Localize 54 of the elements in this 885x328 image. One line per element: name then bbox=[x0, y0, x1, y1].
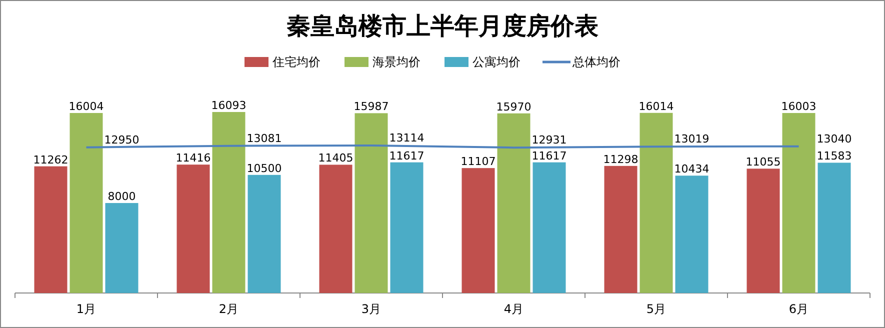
bar bbox=[532, 162, 566, 293]
bar bbox=[782, 113, 816, 293]
data-label: 11583 bbox=[816, 150, 852, 163]
x-tick-label: 4月 bbox=[504, 302, 524, 316]
bar bbox=[319, 164, 352, 293]
data-label: 16014 bbox=[638, 100, 674, 113]
data-label: 15987 bbox=[354, 100, 389, 114]
plot: 1月 2月 3月 4月 5月 6月 11262 11416 11405 11107 11298 11055 16004 16093 15987 15970 16014 16003 8000 10500 11617 11617 10434 11583 12950 13081 13114 12931 13019 13040 bbox=[14, 99, 870, 316]
legend-label: 总体均价 bbox=[572, 55, 620, 69]
data-label: 16093 bbox=[211, 99, 246, 112]
data-label: 10500 bbox=[246, 162, 282, 175]
x-tick-label: 2月 bbox=[218, 302, 239, 316]
data-label: 16004 bbox=[68, 100, 104, 113]
x-tick-label: 5月 bbox=[646, 302, 666, 316]
bar bbox=[746, 168, 780, 293]
bar bbox=[70, 113, 103, 293]
data-label: 11262 bbox=[33, 153, 68, 166]
data-label: 13081 bbox=[246, 132, 282, 145]
data-label: 13040 bbox=[816, 132, 852, 146]
bar bbox=[818, 162, 851, 293]
data-label: 10434 bbox=[674, 162, 710, 176]
bar bbox=[390, 162, 424, 293]
x-tick-label: 3月 bbox=[361, 302, 382, 316]
data-label: 8000 bbox=[108, 190, 136, 204]
data-label: 11617 bbox=[389, 149, 424, 162]
data-label: 11298 bbox=[603, 152, 638, 166]
bar bbox=[34, 166, 68, 293]
data-label: 11416 bbox=[176, 152, 211, 165]
data-label: 12931 bbox=[532, 134, 567, 147]
data-label: 11617 bbox=[532, 149, 567, 162]
x-tick-label: 6月 bbox=[788, 302, 809, 316]
legend-label: 海景均价 bbox=[372, 55, 420, 69]
data-label: 15970 bbox=[496, 100, 532, 114]
bar bbox=[675, 176, 708, 293]
bar bbox=[105, 203, 138, 293]
bar bbox=[462, 168, 495, 293]
data-label: 11055 bbox=[746, 156, 781, 169]
data-label: 11107 bbox=[460, 155, 496, 168]
bar bbox=[248, 174, 281, 293]
data-label: 16003 bbox=[781, 100, 816, 114]
bar bbox=[176, 164, 210, 293]
bar bbox=[604, 166, 638, 293]
bar bbox=[497, 113, 530, 293]
data-label: 13114 bbox=[389, 132, 424, 145]
legend-label: 公寓均价 bbox=[472, 55, 520, 69]
legend-label: 住宅均价 bbox=[272, 55, 320, 69]
chart-title: 秦皇岛楼市上半年月度房价表 bbox=[286, 13, 598, 40]
data-label: 13019 bbox=[674, 132, 710, 146]
bar bbox=[640, 112, 673, 293]
data-label: 12950 bbox=[104, 133, 140, 146]
bar bbox=[354, 113, 388, 293]
x-tick-label: 1月 bbox=[76, 302, 96, 316]
bar bbox=[212, 112, 246, 293]
data-label: 11405 bbox=[318, 152, 354, 165]
